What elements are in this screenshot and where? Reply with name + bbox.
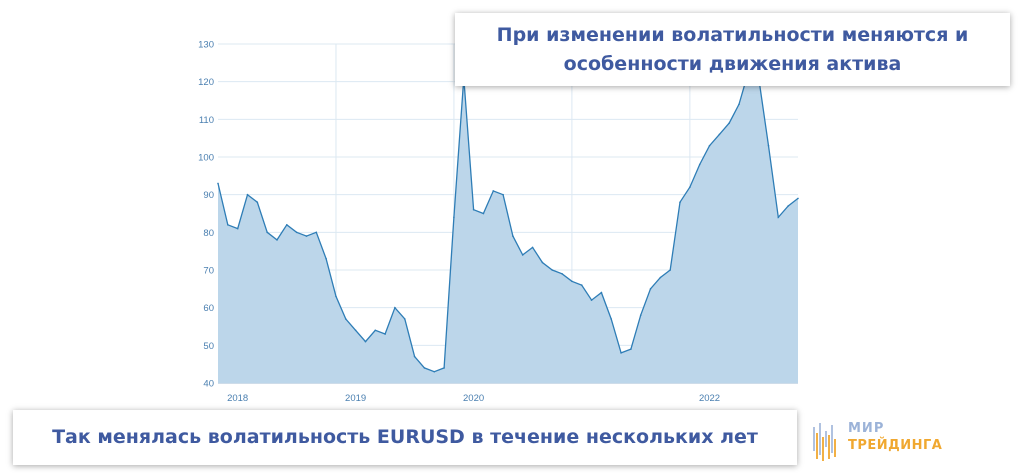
data-point (335, 295, 337, 298)
y-tick-label: 110 (199, 115, 214, 126)
y-tick-label: 80 (203, 228, 214, 239)
data-point (364, 340, 367, 343)
data-point (669, 269, 672, 271)
data-point (659, 276, 662, 279)
x-tick-label: 2018 (227, 393, 248, 404)
data-point (443, 367, 445, 369)
data-point (305, 235, 308, 237)
series-line (217, 69, 799, 373)
y-tick-label: 50 (203, 341, 214, 352)
data-point (276, 239, 278, 241)
data-point (521, 254, 524, 256)
data-point (630, 348, 632, 350)
data-point (600, 291, 603, 294)
data-point (413, 355, 416, 358)
logo-text-bottom: ТРЕЙДИНГА (848, 438, 943, 453)
data-point (610, 318, 613, 320)
data-point (767, 144, 770, 147)
data-point (777, 216, 780, 219)
data-point (482, 212, 485, 215)
data-point (679, 201, 681, 203)
data-point (561, 272, 563, 275)
data-point (492, 190, 495, 192)
data-point (502, 193, 504, 196)
data-point (433, 370, 436, 373)
data-point (295, 231, 298, 234)
y-tick-label: 100 (198, 153, 214, 164)
data-points (217, 69, 799, 373)
bottom-callout: Так менялась волатильность EURUSD в тече… (13, 410, 797, 465)
data-point (286, 224, 288, 226)
data-point (384, 333, 386, 335)
data-point (590, 299, 593, 301)
data-point (256, 201, 259, 203)
y-tick-label: 90 (203, 190, 214, 201)
data-point (718, 133, 721, 136)
data-point (512, 235, 514, 237)
data-point (236, 227, 239, 230)
data-point (403, 318, 406, 320)
data-point (787, 205, 789, 207)
brand-logo: МИР ТРЕЙДИНГА (808, 415, 958, 465)
y-tick-label: 70 (203, 266, 214, 277)
bottom-callout-text: Так менялась волатильность EURUSD в тече… (52, 426, 758, 448)
x-tick-label: 2019 (345, 393, 366, 404)
x-tick-label: 2022 (699, 393, 720, 404)
y-tick-label: 60 (203, 303, 214, 314)
data-point (541, 261, 544, 264)
data-point (246, 193, 249, 196)
data-point (315, 231, 318, 234)
y-tick-label: 120 (198, 77, 214, 88)
data-point (266, 231, 268, 234)
data-point (708, 144, 711, 147)
data-point (649, 288, 652, 290)
data-point (797, 197, 799, 200)
top-callout-text: При изменении волатильности меняются и о… (496, 23, 969, 75)
data-point (571, 280, 573, 283)
data-point (689, 186, 691, 188)
data-point (551, 269, 554, 271)
y-tick-label: 130 (198, 40, 214, 51)
data-point (728, 122, 730, 124)
candlestick-logo-icon (813, 423, 836, 461)
data-point (580, 284, 583, 286)
data-point (423, 367, 426, 369)
data-point (472, 208, 475, 211)
data-point (531, 246, 534, 249)
data-point (217, 182, 219, 185)
data-point (698, 163, 701, 166)
data-point (227, 224, 229, 226)
data-point (639, 314, 642, 317)
data-point (374, 329, 377, 332)
logo-text-top: МИР (848, 421, 885, 436)
axis-ticks: 40 50 60 70 80 90 100 110 120 130 2018 2019 2020 2022 (198, 40, 720, 405)
data-point (738, 103, 740, 106)
y-tick-label: 40 (203, 379, 214, 390)
data-point (394, 306, 396, 309)
data-point (325, 257, 327, 260)
data-point (344, 318, 347, 320)
data-point (453, 216, 455, 219)
data-point (354, 329, 357, 332)
top-callout: При изменении волатильности меняются и о… (455, 13, 1010, 86)
x-tick-label: 2020 (463, 393, 484, 404)
data-point (620, 352, 622, 354)
area-fill (218, 70, 798, 384)
